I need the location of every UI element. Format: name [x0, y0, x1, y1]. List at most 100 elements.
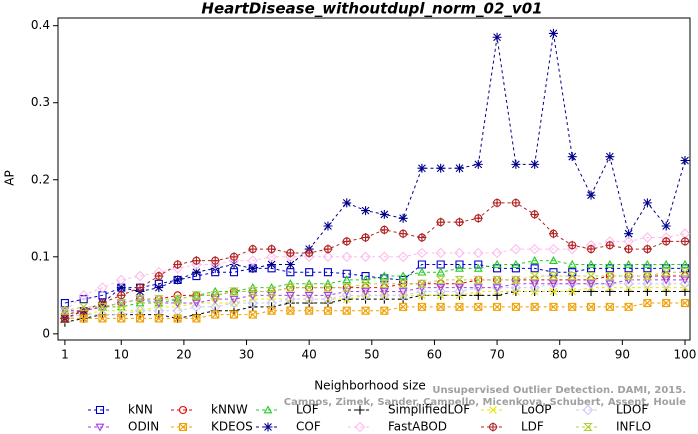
legend-label: KDEOS [211, 420, 253, 434]
data-point [379, 279, 390, 288]
data-point [379, 209, 389, 219]
data-point [173, 260, 183, 270]
data-point [192, 314, 201, 323]
legend-marker [489, 406, 497, 414]
data-point [341, 251, 353, 263]
data-point [680, 264, 690, 273]
data-point [78, 290, 89, 301]
data-point [78, 302, 89, 311]
data-point [642, 198, 652, 208]
data-point [285, 248, 295, 258]
data-point [417, 163, 427, 173]
series-line [64, 260, 685, 312]
data-point [247, 287, 258, 296]
series-line [64, 264, 685, 304]
series-line [64, 290, 685, 323]
series-line [64, 33, 686, 319]
data-point [436, 217, 446, 227]
data-point [266, 251, 277, 263]
data-point [323, 291, 333, 300]
data-point [135, 295, 145, 304]
data-point [397, 251, 409, 263]
data-point [154, 299, 164, 308]
data-point [248, 263, 258, 273]
data-point [267, 282, 277, 291]
data-point [586, 244, 596, 254]
data-point [229, 286, 239, 295]
data-point [642, 272, 653, 281]
data-point [303, 293, 315, 305]
data-point [417, 284, 427, 293]
data-point [229, 287, 239, 296]
data-point [661, 259, 671, 268]
data-point [454, 247, 465, 259]
data-point [454, 217, 464, 227]
data-point [435, 286, 446, 297]
data-point [79, 314, 88, 323]
data-point [322, 293, 334, 305]
data-point [417, 302, 426, 311]
data-point [60, 298, 69, 308]
data-point [549, 287, 558, 296]
data-point [567, 280, 577, 289]
data-point [117, 314, 126, 323]
legend-label: LOF [296, 403, 319, 417]
data-point [417, 260, 426, 269]
data-point [492, 284, 502, 293]
data-point [455, 302, 464, 311]
data-point [191, 299, 201, 308]
data-point [417, 267, 427, 276]
legend-marker [263, 422, 273, 432]
data-point [97, 282, 108, 293]
data-point [361, 275, 370, 284]
data-point [322, 251, 334, 263]
x-axis-label: Neighborhood size [314, 379, 426, 393]
data-point [567, 259, 577, 268]
data-point [286, 306, 295, 315]
data-point [98, 314, 107, 323]
data-point [342, 288, 352, 297]
legend-label: LoOP [521, 403, 552, 417]
data-point [436, 260, 445, 269]
data-point [643, 298, 652, 308]
data-point [642, 276, 652, 285]
data-point [398, 288, 408, 297]
data-point [341, 290, 353, 301]
data-point [191, 291, 202, 300]
data-point [323, 279, 333, 288]
data-point [361, 288, 370, 297]
data-point [492, 275, 502, 284]
series-line [64, 271, 685, 312]
data-point [680, 156, 690, 166]
data-point [342, 236, 352, 246]
data-point [549, 256, 558, 265]
data-point [191, 267, 201, 277]
data-point [379, 271, 389, 280]
data-point [135, 283, 145, 293]
data-point [398, 213, 408, 223]
data-point [380, 306, 389, 315]
data-point [586, 264, 596, 273]
legend-marker [178, 405, 188, 415]
data-point [455, 263, 464, 272]
data-point [605, 280, 615, 289]
data-point [549, 302, 558, 311]
legend-label: INFLO [616, 420, 651, 434]
data-point [642, 259, 652, 268]
data-point [586, 259, 596, 268]
data-point [248, 244, 258, 254]
data-point [548, 272, 559, 281]
data-point [549, 280, 558, 289]
data-point [228, 297, 240, 309]
data-point [661, 268, 672, 277]
data-point [679, 278, 691, 290]
data-point [285, 283, 296, 292]
data-point [360, 290, 371, 301]
data-point [210, 256, 220, 266]
data-point [266, 287, 277, 296]
data-point [660, 278, 672, 290]
data-point [530, 280, 540, 289]
data-point [661, 221, 671, 231]
data-point [586, 190, 596, 200]
